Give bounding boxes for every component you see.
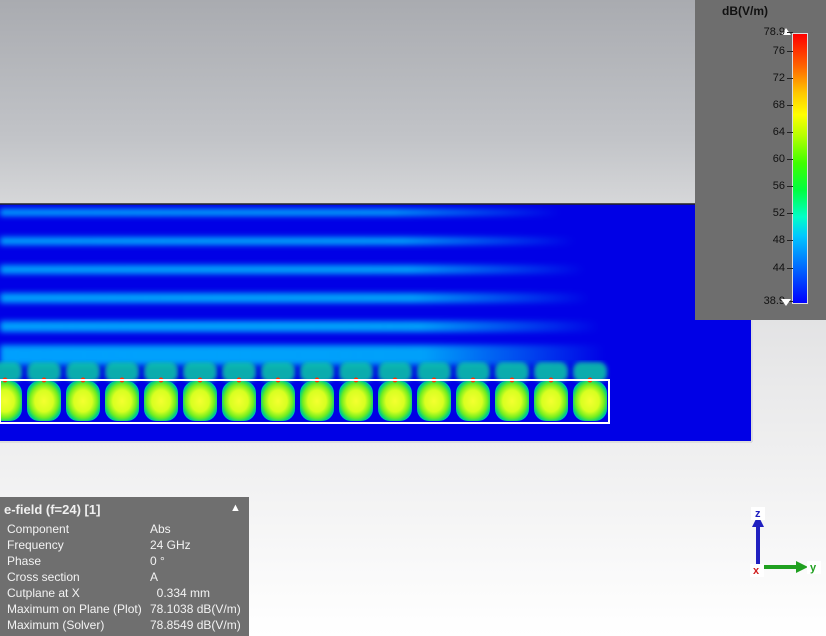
info-key: Maximum on Plane (Plot) — [7, 602, 142, 616]
field-band — [0, 209, 560, 216]
info-key: Component — [7, 522, 70, 536]
cell-halo — [261, 362, 295, 382]
y-axis-label: y — [810, 562, 817, 574]
cell-halo — [105, 362, 139, 382]
cell-halo — [378, 362, 412, 382]
resonator-cell — [66, 381, 100, 421]
near-field-glow — [0, 345, 605, 365]
cell-halo — [573, 362, 607, 382]
resonator-cell — [222, 381, 256, 421]
resonator-cell — [495, 381, 529, 421]
info-row: Phase 0 ° — [0, 554, 249, 570]
resonator-cell — [144, 381, 178, 421]
legend-tick: 64 — [755, 126, 793, 138]
resonator-cell — [0, 381, 22, 421]
info-row: Maximum on Plane (Plot) 78.1038 dB(V/m) — [0, 602, 249, 618]
cell-halo — [27, 362, 61, 382]
info-key: Cutplane at X — [7, 586, 80, 600]
z-axis-label: z — [755, 508, 761, 520]
cell-halo — [456, 362, 490, 382]
x-axis-label: x — [753, 565, 760, 577]
info-value: 24 GHz — [150, 538, 191, 552]
info-row: Cutplane at X 0.334 mm — [0, 586, 249, 602]
resonator-cell — [27, 381, 61, 421]
legend-max-label: 78.9 — [755, 26, 793, 38]
color-legend: dB(V/m) 78.9 76 72 68 64 60 56 52 48 44 38.9 — [695, 0, 826, 320]
resonator-cell — [456, 381, 490, 421]
resonator-cell — [300, 381, 334, 421]
legend-title: dB(V/m) — [722, 4, 768, 18]
max-arrow-icon[interactable] — [781, 28, 791, 35]
info-value: 78.8549 dB(V/m) — [150, 618, 241, 632]
info-title: e-field (f=24) [1] — [4, 502, 101, 517]
cell-halo — [300, 362, 334, 382]
cell-halo — [339, 362, 373, 382]
legend-tick: 68 — [755, 99, 793, 111]
legend-tick: 72 — [755, 72, 793, 84]
field-band — [0, 293, 590, 303]
resonator-cell — [339, 381, 373, 421]
cell-halo — [222, 362, 256, 382]
resonator-cell — [183, 381, 217, 421]
info-value: A — [150, 570, 159, 584]
info-row: Component Abs — [0, 522, 249, 538]
field-band — [0, 237, 575, 245]
info-row: Maximum (Solver) 78.8549 dB(V/m) — [0, 618, 249, 634]
cell-halo — [183, 362, 217, 382]
axes-triad: z y x — [740, 505, 826, 585]
cell-array — [0, 362, 607, 421]
info-value: Abs — [150, 522, 171, 536]
cell-halo — [534, 362, 568, 382]
legend-tick: 76 — [755, 45, 793, 57]
info-key: Cross section — [7, 570, 80, 584]
info-key: Maximum (Solver) — [7, 618, 105, 632]
resonator-cell — [534, 381, 568, 421]
info-value: 0 ° — [150, 554, 165, 568]
waveguide-outline — [0, 379, 610, 424]
resonator-cell — [573, 381, 607, 421]
resonator-cell — [105, 381, 139, 421]
legend-tick: 44 — [755, 262, 793, 274]
field-band — [0, 321, 600, 332]
info-key: Phase — [7, 554, 42, 568]
resonator-cell — [417, 381, 451, 421]
info-value: 0.334 mm — [150, 586, 211, 600]
cell-halo — [495, 362, 529, 382]
cell-halo — [66, 362, 100, 382]
legend-tick: 48 — [755, 234, 793, 246]
cell-halo — [144, 362, 178, 382]
resonator-cell — [378, 381, 412, 421]
colorbar — [792, 33, 808, 304]
info-row: Cross section A — [0, 570, 249, 586]
legend-tick: 60 — [755, 153, 793, 165]
info-value: 78.1038 dB(V/m) — [150, 602, 241, 616]
info-key: Frequency — [7, 538, 64, 552]
cell-halo — [417, 362, 451, 382]
info-panel: e-field (f=24) [1] ▲ Component Abs Frequen… — [0, 497, 249, 636]
min-arrow-icon[interactable] — [781, 299, 791, 306]
resonator-cell — [261, 381, 295, 421]
field-bands — [0, 209, 605, 365]
legend-tick: 56 — [755, 180, 793, 192]
field-band — [0, 265, 585, 274]
cell-halo — [0, 362, 22, 382]
info-row: Frequency 24 GHz — [0, 538, 249, 554]
collapse-chevron-icon[interactable]: ▲ — [230, 502, 241, 514]
legend-tick: 52 — [755, 207, 793, 219]
